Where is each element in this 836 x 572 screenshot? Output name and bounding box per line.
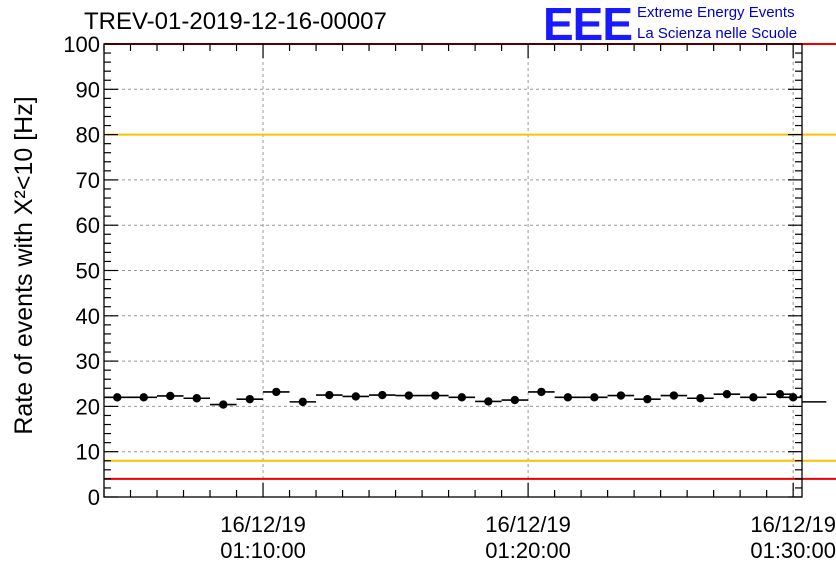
data-point [245,394,254,404]
y-tick-label: 60 [76,213,100,238]
data-point [325,390,334,400]
data-point [272,387,281,397]
y-tick-label: 90 [76,77,100,102]
data-point [298,397,307,407]
data-point [722,389,732,399]
x-tick-label-date: 16/12/19 [220,512,306,537]
y-tick-label: 20 [76,394,100,419]
x-tick-label-date: 16/12/19 [750,512,836,537]
logo-line-1: Extreme Energy Events [637,4,795,21]
y-tick-label: 30 [76,349,100,374]
data-point [351,392,361,401]
x-tick-label-time: 01:20:00 [485,538,571,563]
data-point [139,393,148,402]
y-tick-label: 100 [63,32,100,57]
data-point [590,393,599,402]
x-tick-label-date: 16/12/19 [485,512,571,537]
data-point [616,391,626,400]
data-point [166,391,175,401]
data-point [219,400,228,409]
data-point [749,393,758,402]
data-point [537,387,546,397]
data-point [643,394,652,404]
data-point [788,393,798,402]
data-point [113,393,122,402]
y-tick-label: 10 [76,440,100,465]
eee-logo: EEE [543,0,633,50]
data-point [563,393,573,402]
data-point [484,397,493,406]
y-tick-label: 40 [76,304,100,329]
logo-line-2: La Scienza nelle Scuole [637,25,798,42]
data-point [431,391,440,400]
data-point [378,390,387,400]
data-point [775,389,785,399]
chart-title: TREV-01-2019-12-16-00007 [84,8,387,35]
y-axis-label: Rate of events with X²<10 [Hz] [10,96,38,434]
data-point [457,393,467,402]
data-point [192,394,201,403]
x-tick-label-time: 01:10:00 [220,538,306,563]
y-tick-label: 50 [76,259,100,284]
x-tick-label-time: 01:30:00 [750,538,836,563]
data-point [669,391,679,400]
y-tick-label: 80 [76,123,100,148]
data-point [510,395,520,405]
data-point [404,391,414,400]
y-tick-label: 0 [88,485,100,510]
y-tick-label: 70 [76,168,100,193]
data-point [696,394,705,403]
